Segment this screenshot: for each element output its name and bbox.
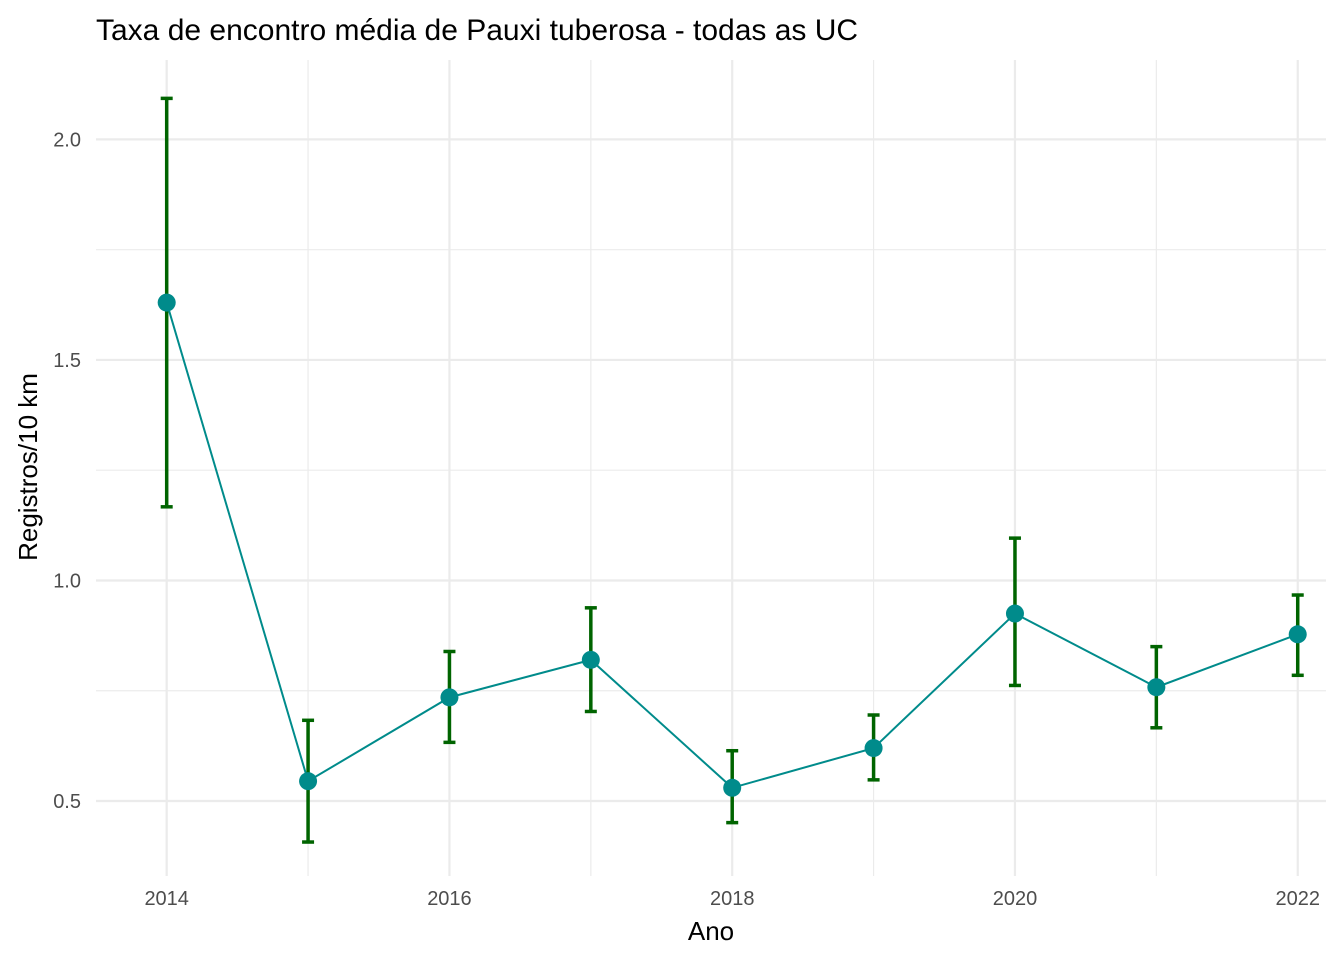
data-point (581, 650, 600, 669)
tick-label-layer: 2014 2016 2018 2020 2022 0.5 1.0 1.5 2.0 (53, 129, 1320, 910)
data-point (157, 293, 176, 312)
x-tick-label: 2018 (710, 888, 755, 910)
y-tick-label: 2.0 (53, 129, 81, 151)
data-point (864, 739, 883, 758)
x-tick-label: 2014 (144, 888, 189, 910)
chart-title: Taxa de encontro média de Pauxi tuberosa… (96, 14, 858, 47)
x-tick-label: 2016 (427, 888, 472, 910)
point-layer (157, 293, 1307, 797)
y-tick-label: 0.5 (53, 791, 81, 813)
data-point (723, 778, 742, 797)
data-point (1147, 678, 1166, 697)
data-point (1005, 604, 1024, 623)
y-axis-title: Registros/10 km (13, 373, 43, 561)
data-point (299, 772, 318, 791)
x-axis-title: Ano (688, 916, 734, 946)
y-tick-label: 1.5 (53, 350, 81, 372)
data-point (440, 688, 459, 707)
grid-layer (96, 60, 1326, 876)
y-tick-label: 1.0 (53, 570, 81, 592)
data-point (1288, 625, 1307, 644)
x-tick-label: 2022 (1275, 888, 1320, 910)
x-tick-label: 2020 (993, 888, 1038, 910)
